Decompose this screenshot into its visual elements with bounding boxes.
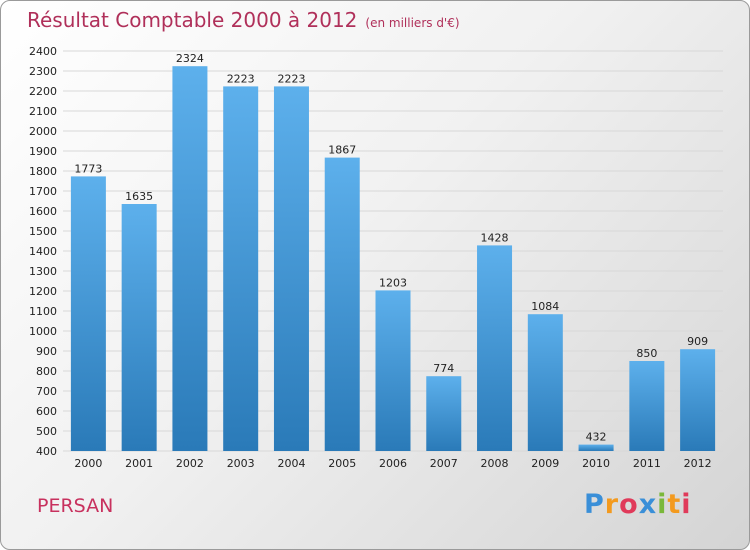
data-label-2003: 2223 [227, 72, 255, 85]
x-tick-label: 2004 [277, 457, 305, 470]
proxiti-logo: Proxiti [584, 489, 692, 520]
y-tick-label: 1500 [29, 225, 57, 238]
data-label-2004: 2223 [277, 72, 305, 85]
x-tick-label: 2001 [125, 457, 153, 470]
bar-2008 [477, 245, 513, 451]
data-label-2001: 1635 [125, 190, 153, 203]
y-tick-label: 500 [36, 425, 57, 438]
bar-2009 [527, 314, 563, 451]
x-tick-label: 2000 [74, 457, 102, 470]
y-axis: 400 500 600 700 800 900 1000 1100 1200 1300 1400 15… [29, 45, 57, 458]
x-tick-label: 2007 [430, 457, 458, 470]
data-label-2002: 2324 [176, 52, 204, 65]
y-tick-label: 2300 [29, 65, 57, 78]
x-tick-label: 2008 [481, 457, 509, 470]
chart-title: Résultat Comptable 2000 à 2012 (en millie… [27, 8, 460, 32]
bar-2005 [324, 157, 360, 451]
y-tick-label: 1000 [29, 325, 57, 338]
y-tick-label: 1600 [29, 205, 57, 218]
logo-letter: o [619, 489, 639, 520]
logo-letter: i [657, 489, 668, 520]
logo-letter: x [638, 489, 658, 520]
data-label-2011: 850 [636, 347, 657, 360]
bar-2001 [121, 204, 157, 451]
bar-2010 [578, 444, 614, 451]
bar-2007 [426, 376, 462, 451]
x-tick-label: 2010 [582, 457, 610, 470]
bar-2003 [223, 86, 259, 452]
logo-letter: P [584, 489, 605, 520]
y-tick-label: 2400 [29, 45, 57, 58]
x-tick-label: 2005 [328, 457, 356, 470]
x-tick-label: 2011 [633, 457, 661, 470]
y-tick-label: 700 [36, 385, 57, 398]
data-label-2006: 1203 [379, 276, 407, 289]
x-tick-label: 2003 [227, 457, 255, 470]
chart-title-text: Résultat Comptable 2000 à 2012 [27, 8, 358, 32]
bars: 1773 1635 2324 2223 2223 1867 1203 774 1428 1084 4… [70, 52, 716, 452]
x-tick-label: 2002 [176, 457, 204, 470]
y-tick-label: 400 [36, 445, 57, 458]
bar-2002 [172, 66, 208, 451]
y-tick-label: 1100 [29, 305, 57, 318]
x-tick-label: 2006 [379, 457, 407, 470]
y-tick-label: 600 [36, 405, 57, 418]
y-tick-label: 1200 [29, 285, 57, 298]
commune-name: PERSAN [37, 495, 114, 517]
y-tick-label: 1300 [29, 265, 57, 278]
bar-2012 [680, 349, 716, 451]
x-tick-label: 2009 [531, 457, 559, 470]
bar-2011 [629, 361, 665, 451]
data-label-2005: 1867 [328, 144, 356, 157]
data-label-2009: 1084 [531, 300, 559, 313]
bar-2006 [375, 290, 411, 451]
bar-2000 [70, 176, 106, 451]
logo-letter: t [667, 489, 682, 520]
y-tick-label: 1400 [29, 245, 57, 258]
data-label-2008: 1428 [481, 231, 509, 244]
y-tick-label: 1700 [29, 185, 57, 198]
data-label-2007: 774 [433, 362, 454, 375]
data-label-2000: 1773 [74, 162, 102, 175]
y-tick-label: 2100 [29, 105, 57, 118]
y-tick-label: 1900 [29, 145, 57, 158]
data-label-2010: 432 [586, 431, 607, 444]
y-tick-label: 2200 [29, 85, 57, 98]
y-tick-label: 1800 [29, 165, 57, 178]
bar-2004 [273, 86, 309, 452]
y-tick-label: 900 [36, 345, 57, 358]
y-tick-label: 800 [36, 365, 57, 378]
x-tick-label: 2012 [684, 457, 712, 470]
x-axis: 2000 2001 2002 2003 2004 2005 2006 2007 2008 2009… [74, 457, 711, 470]
logo-letter: r [604, 489, 620, 520]
logo-letter: i [681, 489, 692, 520]
chart-subtitle: (en milliers d'€) [365, 16, 460, 30]
y-tick-label: 2000 [29, 125, 57, 138]
data-label-2012: 909 [687, 335, 708, 348]
